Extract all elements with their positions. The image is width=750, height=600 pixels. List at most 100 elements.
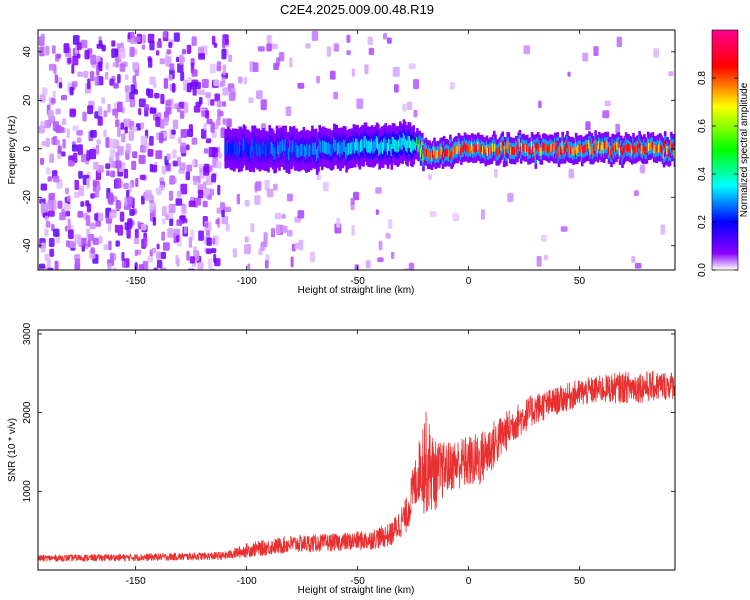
spectrogram-cell bbox=[336, 217, 341, 228]
spectrogram-cell bbox=[593, 46, 599, 56]
spectrogram-plot-area bbox=[38, 30, 675, 270]
spectrogram-cell bbox=[115, 119, 120, 128]
spectrogram-cell bbox=[82, 111, 87, 122]
spectrogram-cell bbox=[154, 92, 160, 99]
spectrogram-cell bbox=[219, 201, 225, 209]
spectrogram-cell bbox=[172, 119, 179, 129]
spectrogram-cell bbox=[290, 256, 294, 268]
spectrogram-cell bbox=[124, 85, 130, 93]
spectrogram-cell bbox=[216, 100, 222, 108]
spectrogram-cell bbox=[186, 164, 193, 172]
spectrogram-cell bbox=[113, 82, 119, 89]
spectrogram-cell bbox=[205, 110, 210, 119]
spectrogram-cell bbox=[48, 63, 56, 71]
spectrogram-cell bbox=[44, 228, 49, 237]
spectrogram-cell bbox=[244, 244, 251, 255]
spectrogram-cell bbox=[116, 200, 121, 209]
spectrogram-cell bbox=[161, 218, 166, 225]
spectrogram-cell bbox=[188, 200, 196, 208]
spectrogram-cell bbox=[141, 44, 146, 50]
spectrogram-cell bbox=[160, 93, 165, 105]
spectrogram-cell bbox=[191, 79, 199, 86]
spectrogram-cell bbox=[147, 33, 155, 44]
spectrogram-cell bbox=[169, 269, 174, 270]
spectrogram-x-tick-label: 50 bbox=[574, 276, 586, 287]
spectrogram-cell bbox=[238, 76, 243, 84]
spectrogram-cell bbox=[151, 247, 157, 254]
spectrogram-cell bbox=[77, 210, 84, 218]
spectrogram-cell bbox=[57, 126, 64, 133]
spectrogram-cell bbox=[151, 164, 157, 173]
spectrogram-cell bbox=[480, 209, 486, 220]
spectrogram-frame bbox=[37, 29, 676, 271]
spectrogram-cell bbox=[45, 45, 50, 55]
spectrogram-y-tick-label: 0 bbox=[22, 146, 33, 152]
spectrogram-cell bbox=[254, 195, 261, 205]
spectrogram-cell bbox=[191, 36, 197, 46]
spectrogram-cell bbox=[124, 118, 128, 128]
spectrogram-cell bbox=[98, 40, 103, 46]
spectrogram-cell bbox=[392, 66, 400, 77]
spectrogram-cell bbox=[185, 171, 190, 181]
spectrogram-cell bbox=[156, 251, 161, 260]
spectrogram-cell bbox=[77, 71, 83, 77]
spectrogram-cell bbox=[191, 159, 196, 166]
spectrogram-cell bbox=[176, 190, 182, 198]
spectrogram-cell bbox=[402, 103, 407, 112]
spectrogram-cell bbox=[197, 261, 204, 270]
spectrogram-cell bbox=[316, 75, 321, 84]
spectrogram-cell bbox=[44, 202, 48, 213]
spectrogram-cell bbox=[408, 63, 416, 70]
spectrogram-cell bbox=[77, 234, 82, 246]
spectrogram-cell bbox=[119, 63, 126, 72]
spectrogram-cell bbox=[134, 262, 138, 270]
spectrogram-cell bbox=[297, 82, 305, 89]
spectrogram-cell bbox=[132, 61, 139, 70]
spectrogram-cell bbox=[187, 129, 193, 137]
spectrogram-cell bbox=[186, 44, 192, 54]
spectrogram-cell bbox=[124, 74, 129, 80]
spectrogram-cell bbox=[59, 212, 66, 221]
spectrogram-cell bbox=[84, 49, 90, 60]
spectrogram-cell bbox=[69, 240, 76, 248]
spectrogram-cell bbox=[48, 238, 55, 247]
spectrogram-cell bbox=[197, 89, 205, 95]
spectrogram-cell bbox=[142, 34, 146, 44]
spectrogram-cell bbox=[52, 175, 60, 183]
spectrogram-cell bbox=[429, 211, 437, 218]
spectrogram-cell bbox=[191, 69, 198, 77]
spectrogram-cell bbox=[48, 210, 55, 217]
spectrogram-cell bbox=[149, 40, 155, 51]
spectrogram-cell bbox=[107, 103, 111, 113]
spectrogram-cell bbox=[112, 62, 117, 68]
spectrogram-cell bbox=[57, 145, 62, 154]
spectrogram-cell bbox=[232, 248, 238, 258]
colorbar-tick-label: 0.6 bbox=[697, 119, 708, 133]
spectrogram-cell bbox=[169, 218, 174, 226]
spectrogram-cell bbox=[94, 76, 99, 86]
spectrogram-cell bbox=[186, 82, 192, 93]
spectrogram-cell bbox=[163, 31, 167, 38]
snr-plot-area bbox=[38, 330, 675, 570]
spectrogram-cell bbox=[312, 142, 315, 155]
spectrogram-cell bbox=[266, 35, 272, 45]
spectrogram-cell bbox=[436, 149, 440, 158]
spectrogram-cell bbox=[147, 149, 154, 157]
spectrogram-cell bbox=[115, 160, 122, 169]
snr-x-tick-label: -100 bbox=[237, 576, 257, 587]
spectrogram-cell bbox=[221, 215, 229, 225]
spectrogram-cell bbox=[156, 50, 160, 56]
spectrogram-cell bbox=[38, 263, 46, 269]
spectrogram-cell bbox=[105, 163, 111, 169]
spectrogram-cell bbox=[48, 192, 56, 201]
spectrogram-cell bbox=[643, 143, 646, 152]
spectrogram-cell bbox=[85, 200, 90, 207]
spectrogram-cell bbox=[176, 219, 183, 226]
spectrogram-cell bbox=[536, 255, 542, 267]
spectrogram-cell bbox=[221, 101, 227, 107]
spectrogram-cell bbox=[133, 237, 140, 245]
spectrogram-cell bbox=[59, 82, 63, 89]
spectrogram-cell bbox=[96, 55, 101, 62]
spectrogram-cell bbox=[54, 74, 58, 84]
spectrogram-cell bbox=[171, 83, 176, 93]
